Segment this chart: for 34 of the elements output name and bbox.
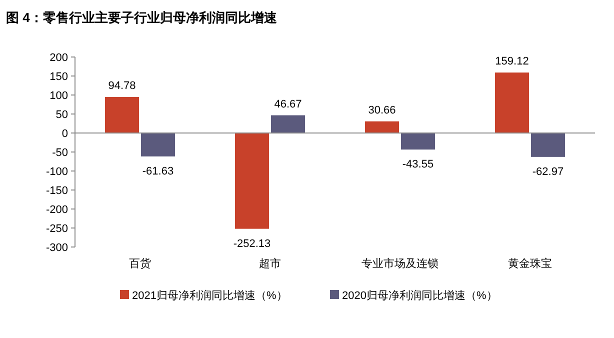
y-tick-label: -300 [46, 242, 68, 254]
bar [141, 133, 175, 156]
y-tick-label: -250 [46, 223, 68, 235]
y-tick-label: 0 [62, 128, 68, 140]
data-label: 94.78 [108, 80, 136, 92]
data-label: -61.63 [142, 165, 174, 178]
legend-label: 2020归母净利润同比增速（%） [342, 289, 498, 302]
y-tick-label: -50 [52, 147, 68, 159]
bar [401, 133, 435, 150]
y-tick-label: -150 [46, 185, 68, 197]
y-tick-label: 200 [50, 52, 68, 64]
data-label: 46.67 [274, 98, 302, 110]
data-label: 159.12 [495, 56, 529, 68]
bar [531, 133, 565, 157]
y-tick-label: 100 [50, 90, 68, 102]
x-tick-label: 黄金珠宝 [508, 257, 552, 270]
bar [495, 72, 529, 133]
y-tick-label: -200 [46, 204, 68, 216]
bar [105, 96, 139, 133]
x-tick-label: 百货 [129, 258, 151, 270]
y-tick-label: -100 [46, 166, 68, 178]
data-label: -43.55 [402, 158, 434, 171]
x-tick-label: 专业市场及连锁 [362, 257, 438, 270]
legend-label: 2021归母净利润同比增速（%） [132, 289, 288, 302]
bar [235, 133, 269, 229]
y-tick-label: 150 [50, 71, 68, 83]
bar [365, 121, 399, 133]
chart-title: 图 4：零售行业主要子行业归母净利润同比增速 [6, 10, 278, 25]
y-tick-label: 50 [56, 109, 68, 121]
data-label: -252.13 [233, 238, 271, 250]
bar [271, 115, 305, 133]
data-label: -62.97 [532, 166, 564, 178]
data-label: 30.66 [368, 104, 396, 116]
x-tick-label: 超市 [259, 257, 281, 270]
